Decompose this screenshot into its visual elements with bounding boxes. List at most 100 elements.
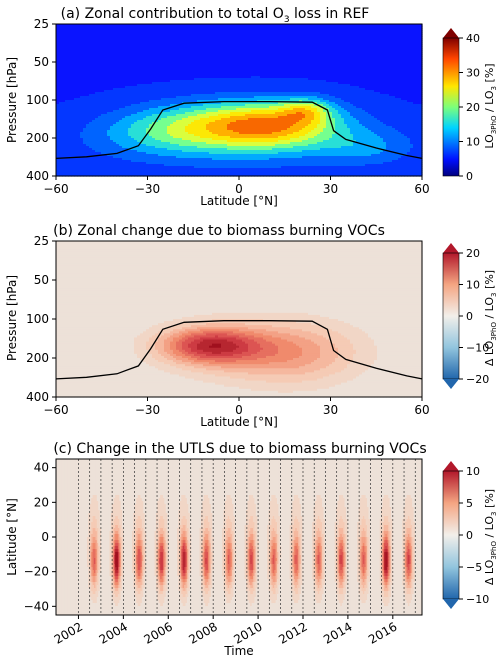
- contour-cell: [74, 150, 78, 153]
- contour-cell: [122, 106, 126, 109]
- contour-cell: [65, 122, 69, 125]
- contour-cell: [86, 72, 90, 75]
- contour-cell: [74, 82, 78, 85]
- contour-cell: [86, 98, 90, 101]
- contour-cell: [89, 118, 93, 121]
- contour-cell: [95, 156, 99, 159]
- contour-cell: [92, 40, 96, 43]
- contour-cell: [116, 140, 120, 143]
- contour-cell: [101, 112, 105, 115]
- contour-cell: [56, 66, 60, 69]
- contour-cell: [146, 104, 150, 107]
- contour-cell: [119, 96, 123, 99]
- contour-cell: [71, 76, 75, 79]
- contour-cell: [149, 92, 153, 95]
- contour-cell: [110, 110, 114, 113]
- contour-cell: [137, 160, 141, 163]
- contour-cell: [68, 172, 72, 175]
- contour-cell: [116, 76, 120, 79]
- contour-cell: [134, 110, 138, 113]
- contour-cell: [68, 60, 72, 63]
- contour-cell: [59, 44, 63, 47]
- contour-cell: [83, 142, 87, 145]
- contour-cell: [89, 156, 93, 159]
- contour-cell: [146, 36, 150, 39]
- contour-cell: [68, 82, 72, 85]
- contour-cell: [119, 98, 123, 101]
- contour-cell: [143, 138, 147, 141]
- contour-cell: [65, 68, 69, 71]
- contour-cell: [137, 120, 141, 123]
- contour-cell: [95, 30, 99, 33]
- contour-cell: [107, 96, 111, 99]
- contour-cell: [101, 138, 105, 141]
- contour-cell: [146, 50, 150, 53]
- contour-cell: [89, 132, 93, 135]
- contour-cell: [140, 174, 144, 177]
- contour-cell: [128, 42, 132, 45]
- contour-cell: [95, 122, 99, 125]
- contour-cell: [59, 40, 63, 43]
- contour-cell: [68, 96, 72, 99]
- contour-cell: [104, 164, 108, 167]
- contour-cell: [116, 126, 120, 129]
- contour-cell: [71, 160, 75, 163]
- contour-cell: [110, 62, 114, 65]
- contour-cell: [146, 160, 150, 163]
- contour-cell: [134, 142, 138, 145]
- contour-cell: [59, 148, 63, 151]
- contour-cell: [65, 60, 69, 63]
- contour-cell: [137, 98, 141, 101]
- contour-cell: [134, 24, 138, 27]
- contour-cell: [149, 110, 153, 113]
- contour-cell: [119, 38, 123, 41]
- contour-cell: [59, 32, 63, 35]
- contour-cell: [77, 96, 81, 99]
- contour-cell: [101, 30, 105, 33]
- contour-cell: [140, 30, 144, 33]
- contour-cell: [74, 132, 78, 135]
- contour-cell: [116, 64, 120, 67]
- contour-cell: [74, 86, 78, 89]
- contour-cell: [98, 74, 102, 77]
- contour-cell: [74, 134, 78, 137]
- contour-cell: [95, 116, 99, 119]
- contour-cell: [128, 142, 132, 145]
- contour-cell: [152, 138, 156, 141]
- contour-cell: [116, 124, 120, 127]
- contour-cell: [137, 158, 141, 161]
- contour-cell: [149, 72, 153, 75]
- contour-cell: [149, 80, 153, 83]
- contour-cell: [113, 116, 117, 119]
- contour-cell: [110, 40, 114, 43]
- contour-cell: [131, 126, 135, 129]
- contour-cell: [137, 92, 141, 95]
- contour-cell: [122, 134, 126, 137]
- contour-cell: [98, 162, 102, 165]
- contour-cell: [71, 52, 75, 55]
- contour-cell: [128, 152, 132, 155]
- contour-cell: [107, 56, 111, 59]
- contour-cell: [113, 50, 117, 53]
- contour-cell: [152, 96, 156, 99]
- contour-cell: [92, 158, 96, 161]
- contour-cell: [110, 140, 114, 143]
- contour-cell: [143, 78, 147, 81]
- contour-cell: [146, 148, 150, 151]
- contour-cell: [80, 164, 84, 167]
- contour-cell: [113, 84, 117, 87]
- contour-cell: [83, 30, 87, 33]
- contour-cell: [125, 80, 129, 83]
- contour-cell: [140, 120, 144, 123]
- contour-cell: [131, 100, 135, 103]
- contour-cell: [152, 42, 156, 45]
- contour-cell: [98, 170, 102, 173]
- contour-cell: [65, 38, 69, 41]
- contour-cell: [77, 174, 81, 177]
- contour-cell: [83, 46, 87, 49]
- contour-cell: [116, 88, 120, 91]
- contour-cell: [125, 124, 129, 127]
- contour-cell: [86, 118, 90, 121]
- contour-cell: [125, 68, 129, 71]
- contour-cell: [131, 140, 135, 143]
